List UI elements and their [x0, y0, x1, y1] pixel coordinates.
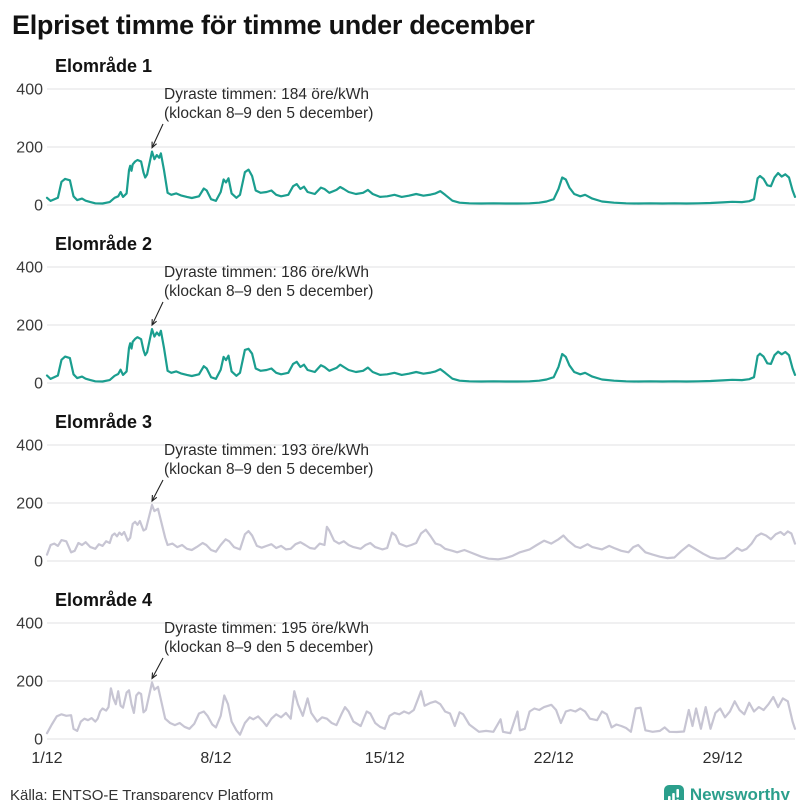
y-tick-label: 0 [34, 732, 43, 749]
chart-subtitle: Elområde 3 [55, 412, 153, 433]
price-line [45, 328, 797, 383]
line-chart-elomrade-4: 0 200 400 1/12 8/12 15/12 22/12 29/12 [16, 616, 797, 767]
y-tick-label: 400 [16, 438, 43, 455]
page-title: Elpriset timme för timme under december [12, 10, 535, 40]
chart-subtitle: Elområde 2 [55, 234, 153, 255]
annotation-arrow [151, 123, 164, 148]
annotation-arrowhead [151, 495, 158, 503]
x-tick-label: 8/12 [200, 750, 231, 767]
chart-subtitle: Elområde 4 [55, 590, 153, 611]
price-line [45, 503, 797, 561]
line-chart-elomrade-2: 0 200 400 [16, 260, 797, 393]
y-tick-label: 400 [16, 82, 43, 99]
bar-chart-icon [667, 789, 679, 800]
x-tick-label: 15/12 [365, 750, 405, 767]
chart-block-elomrade-1: Elområde 1 0 200 400 Dyraste timmen: 184 ö… [0, 55, 800, 219]
brand-name: Newsworthy [689, 785, 790, 800]
chart-subtitle: Elområde 1 [55, 56, 153, 77]
chart-block-elomrade-2: Elområde 2 0 200 400 Dyraste timmen: 186 ö… [0, 233, 800, 397]
price-line [45, 681, 797, 736]
newsworthy-logo-icon [663, 785, 684, 800]
y-tick-label: 200 [16, 674, 43, 691]
y-tick-label: 200 [16, 318, 43, 335]
y-tick-label: 400 [16, 260, 43, 277]
y-tick-label: 0 [34, 376, 43, 393]
newsworthy-brand[interactable]: Newsworthy [663, 785, 790, 800]
annotation-arrow [151, 657, 164, 679]
chart-block-elomrade-3: Elområde 3 0 200 400 Dyraste timmen: 193 ö… [0, 411, 800, 575]
annotation-arrowhead [151, 141, 157, 149]
line-chart-elomrade-1: 0 200 400 [16, 82, 797, 215]
annotation-arrow [151, 479, 164, 502]
x-tick-label: 29/12 [703, 750, 743, 767]
source-credit: Källa: ENTSO-E Transparency Platform [10, 786, 274, 800]
y-tick-label: 400 [16, 616, 43, 633]
price-line [45, 150, 797, 205]
x-tick-label: 1/12 [31, 750, 62, 767]
annotation-arrowhead [151, 672, 158, 680]
x-tick-label: 22/12 [534, 750, 574, 767]
y-tick-label: 200 [16, 496, 43, 513]
annotation-arrow [151, 301, 164, 326]
y-tick-label: 0 [34, 554, 43, 571]
footer: Källa: ENTSO-E Transparency Platform New… [0, 779, 800, 800]
line-chart-elomrade-3: 0 200 400 [16, 438, 797, 571]
y-tick-label: 0 [34, 198, 43, 215]
chart-block-elomrade-4: Elområde 4 0 200 400 1/12 8/12 15/12 22/12 29/1… [0, 589, 800, 779]
y-tick-label: 200 [16, 140, 43, 157]
annotation-arrowhead [151, 319, 157, 327]
